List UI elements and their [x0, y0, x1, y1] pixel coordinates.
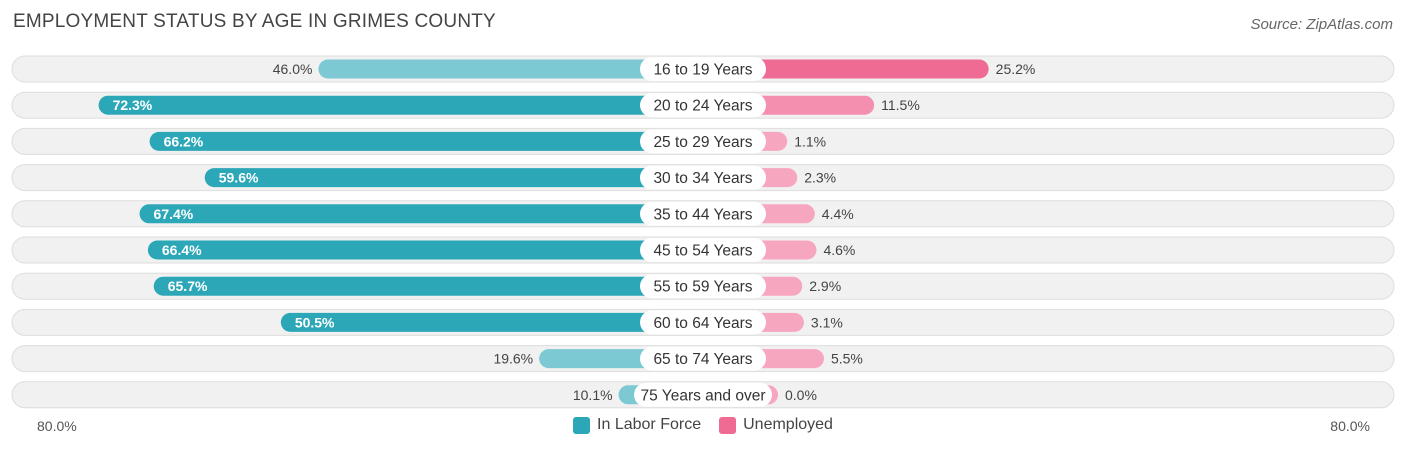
category-pill — [640, 129, 766, 154]
legend-swatch-unemployed — [719, 416, 737, 434]
chart-row: 45 to 54 Years 66.4% 4.6% — [11, 236, 1395, 264]
value-label-unemployed: 2.9% — [809, 278, 841, 294]
category-label: 55 to 59 Years — [653, 279, 752, 296]
category-pill — [640, 346, 766, 371]
chart-row: 20 to 24 Years 72.3% 11.5% — [11, 91, 1395, 119]
value-label-labor-force: 65.7% — [168, 278, 208, 294]
legend-swatch-labor-force — [573, 416, 591, 434]
chart-row: 25 to 29 Years 66.2% 1.1% — [11, 127, 1395, 155]
value-label-unemployed: 4.4% — [822, 206, 854, 222]
bar-labor-force — [204, 168, 703, 188]
category-label: 20 to 24 Years — [653, 98, 752, 115]
bar-labor-force — [139, 204, 703, 224]
category-label: 65 to 74 Years — [653, 351, 752, 368]
category-pill — [640, 274, 766, 299]
chart-row: 35 to 44 Years 67.4% 4.4% — [11, 200, 1395, 228]
category-label: 25 to 29 Years — [653, 134, 752, 151]
category-label: 60 to 64 Years — [653, 315, 752, 332]
category-pill — [640, 93, 766, 118]
category-label: 75 Years and over — [641, 387, 766, 404]
chart-row: 55 to 59 Years 65.7% 2.9% — [11, 272, 1395, 300]
bar-labor-force — [318, 59, 703, 79]
value-label-labor-force: 66.2% — [164, 133, 204, 149]
category-pill — [640, 201, 766, 226]
value-label-unemployed: 2.3% — [804, 170, 836, 186]
bar-labor-force — [280, 312, 703, 332]
bar-labor-force — [153, 276, 704, 296]
value-label-unemployed: 5.5% — [831, 351, 863, 367]
category-label: 16 to 19 Years — [653, 62, 752, 79]
category-pill — [640, 238, 766, 262]
value-label-labor-force: 46.0% — [273, 61, 313, 77]
chart-row: 65 to 74 Years 19.6% 5.5% — [11, 345, 1395, 373]
chart-source: Source: ZipAtlas.com — [1250, 16, 1393, 33]
value-label-unemployed: 0.0% — [785, 387, 817, 403]
legend: In Labor Force Unemployed — [0, 416, 1406, 434]
value-label-unemployed: 4.6% — [823, 242, 855, 258]
chart-row: 30 to 34 Years 59.6% 2.3% — [11, 164, 1395, 192]
value-label-labor-force: 10.1% — [573, 387, 613, 403]
category-pill — [640, 310, 766, 335]
category-label: 35 to 44 Years — [653, 206, 752, 223]
value-label-unemployed: 1.1% — [794, 133, 826, 149]
chart-row: 75 Years and over 10.1% 0.0% — [11, 381, 1395, 409]
chart-row: 16 to 19 Years 46.0% 25.2% — [11, 55, 1395, 83]
category-label: 30 to 34 Years — [653, 170, 752, 187]
category-pill — [634, 382, 772, 407]
value-label-labor-force: 67.4% — [154, 206, 194, 222]
axis-right-label: 80.0% — [1330, 418, 1370, 434]
axis-left-label: 80.0% — [37, 418, 77, 434]
value-label-unemployed: 3.1% — [811, 314, 843, 330]
bar-labor-force — [149, 131, 703, 151]
value-label-unemployed: 11.5% — [881, 97, 920, 113]
value-label-labor-force: 50.5% — [295, 314, 335, 330]
value-label-unemployed: 25.2% — [996, 61, 1036, 77]
category-label: 45 to 54 Years — [653, 243, 752, 260]
category-pill — [640, 57, 766, 81]
value-label-labor-force: 66.4% — [162, 242, 202, 258]
category-pill — [640, 165, 766, 190]
legend-item-unemployed: Unemployed — [719, 416, 833, 434]
bar-unemployed — [703, 59, 989, 79]
legend-label-labor-force: In Labor Force — [597, 416, 702, 433]
legend-label-unemployed: Unemployed — [743, 416, 833, 433]
value-label-labor-force: 19.6% — [493, 351, 533, 367]
chart-row: 60 to 64 Years 50.5% 3.1% — [11, 308, 1395, 336]
legend-item-labor-force: In Labor Force — [573, 416, 701, 434]
bar-labor-force — [147, 240, 703, 260]
bar-labor-force — [98, 95, 703, 115]
chart-title: EMPLOYMENT STATUS BY AGE IN GRIMES COUNT… — [13, 11, 496, 32]
value-label-labor-force: 59.6% — [219, 170, 259, 186]
value-label-labor-force: 72.3% — [113, 97, 153, 113]
